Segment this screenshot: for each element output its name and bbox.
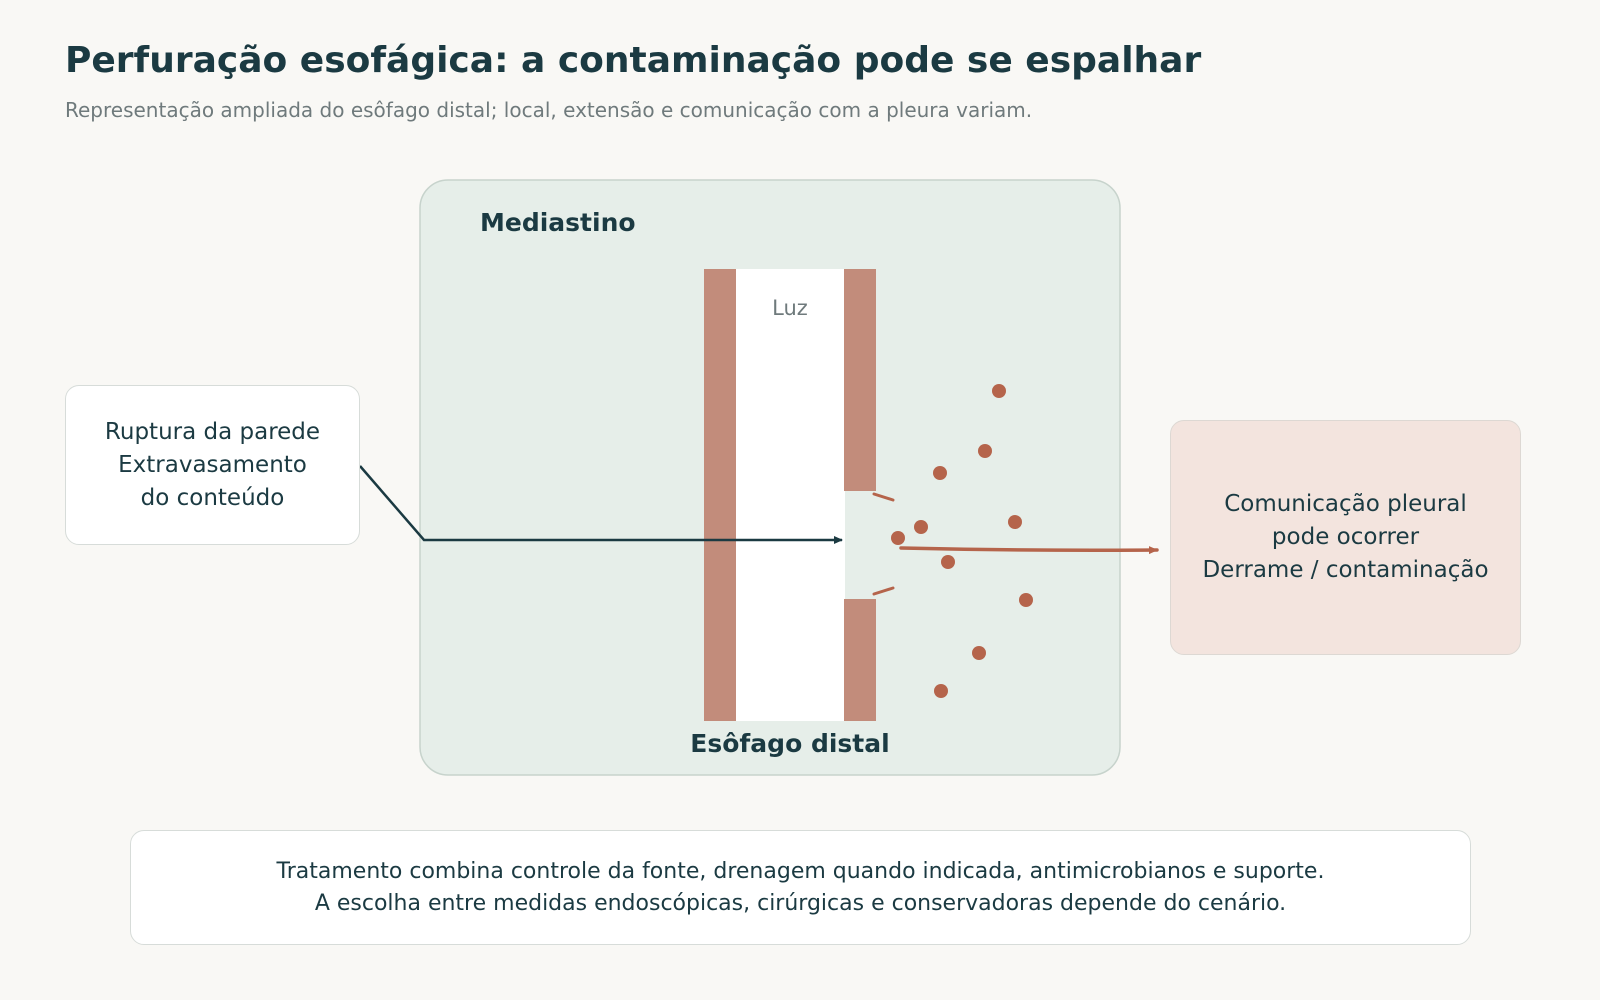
leak-particle [1008, 515, 1022, 529]
leak-particle [941, 555, 955, 569]
page-subtitle: Representação ampliada do esôfago distal… [65, 98, 1033, 122]
pleural-communication-callout: Comunicação pleural pode ocorrer Derrame… [1170, 420, 1521, 655]
esophagus-label: Esôfago distal [690, 729, 889, 758]
rupture-callout-line: do conteúdo [140, 484, 285, 511]
treatment-note-line: A escolha entre medidas endoscópicas, ci… [314, 890, 1287, 916]
leak-particle [972, 646, 986, 660]
tear-edge-upper [872, 492, 895, 502]
pleural-callout-line: pode ocorrer [1271, 524, 1420, 550]
esophagus-lumen [736, 269, 845, 721]
pleural-callout-line: Derrame / contaminação [1202, 557, 1489, 583]
pleural-callout-line: Comunicação pleural [1224, 491, 1467, 517]
leak-particle [934, 684, 948, 698]
leak-particles [891, 384, 1033, 698]
treatment-note: Tratamento combina controle da fonte, dr… [130, 830, 1471, 945]
esophagus-wall-right-lower [844, 599, 876, 721]
page-title: Perfuração esofágica: a contaminação pod… [65, 40, 1202, 81]
treatment-note-line: Tratamento combina controle da fonte, dr… [276, 858, 1325, 884]
leak-particle [891, 531, 905, 545]
leak-particle [933, 466, 947, 480]
rupture-callout: Ruptura da parede Extravasamento do cont… [65, 385, 360, 545]
esophagus-wall-left [704, 269, 736, 721]
lumen-label: Luz [772, 296, 808, 320]
esophagus-wall-right-upper [844, 269, 876, 491]
leak-particle [914, 520, 928, 534]
rupture-callout-line: Extravasamento [118, 451, 307, 478]
rupture-pointer-arrow [359, 465, 843, 544]
tear-edge-lower [872, 586, 895, 596]
leak-particle [1019, 593, 1033, 607]
leak-flow-arrow [899, 546, 1159, 555]
leak-particle [992, 384, 1006, 398]
leak-particle [978, 444, 992, 458]
mediastinum-label: Mediastino [480, 208, 636, 237]
rupture-callout-line: Ruptura da parede [104, 418, 321, 445]
